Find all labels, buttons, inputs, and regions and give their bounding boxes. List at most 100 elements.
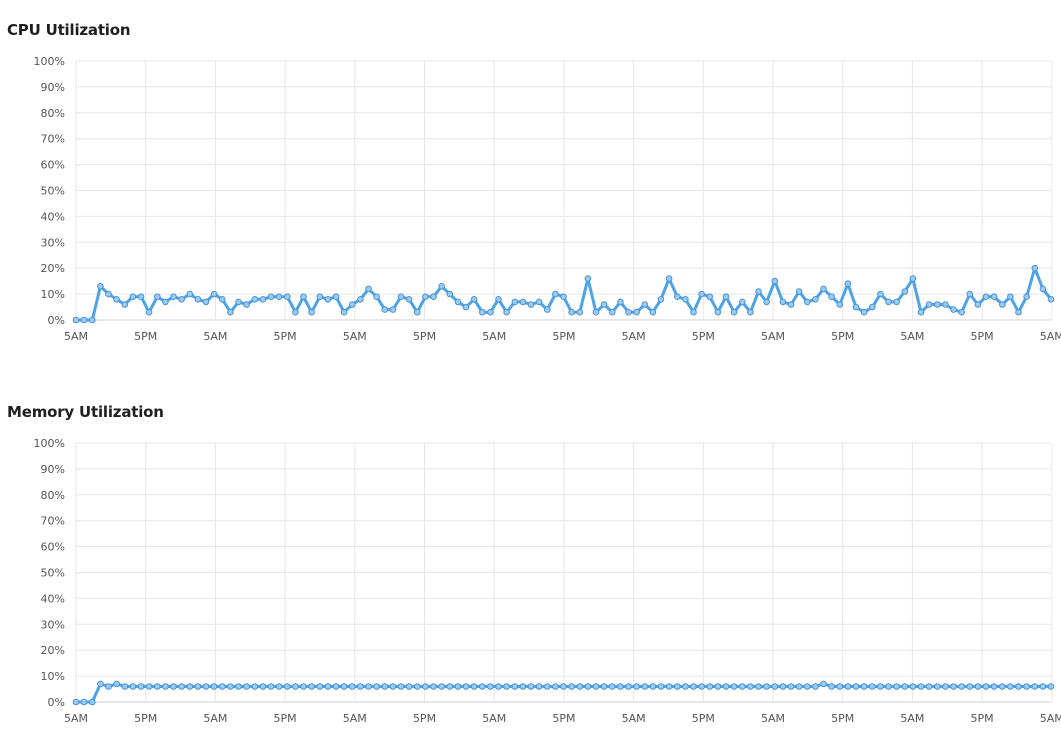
memory-data-point[interactable] <box>682 683 689 690</box>
cpu-data-point[interactable] <box>779 298 787 306</box>
memory-data-point[interactable] <box>649 683 657 690</box>
cpu-data-point[interactable] <box>917 308 925 316</box>
memory-data-point[interactable] <box>812 683 819 690</box>
cpu-data-point[interactable] <box>690 308 697 316</box>
cpu-data-point[interactable] <box>72 316 80 324</box>
cpu-data-point[interactable] <box>568 308 575 316</box>
memory-data-point[interactable] <box>755 683 762 690</box>
memory-data-point[interactable] <box>950 683 957 690</box>
cpu-data-point[interactable] <box>332 293 340 301</box>
cpu-data-point[interactable] <box>893 298 900 306</box>
cpu-data-point[interactable] <box>722 293 730 301</box>
memory-data-point[interactable] <box>381 683 389 690</box>
memory-data-point[interactable] <box>844 683 852 690</box>
memory-data-point[interactable] <box>860 683 868 690</box>
memory-data-point[interactable] <box>739 683 746 690</box>
cpu-data-point[interactable] <box>771 277 779 285</box>
cpu-data-point[interactable] <box>909 275 917 282</box>
cpu-data-point[interactable] <box>202 298 210 306</box>
memory-data-point[interactable] <box>251 683 259 690</box>
memory-data-point[interactable] <box>243 683 250 690</box>
memory-data-point[interactable] <box>966 683 974 690</box>
cpu-data-point[interactable] <box>576 308 584 316</box>
memory-data-point[interactable] <box>219 683 226 690</box>
cpu-data-point[interactable] <box>698 290 705 298</box>
cpu-data-point[interactable] <box>747 308 754 316</box>
cpu-data-point[interactable] <box>552 290 559 298</box>
cpu-data-point[interactable] <box>162 298 169 306</box>
memory-data-point[interactable] <box>690 683 697 690</box>
memory-data-point[interactable] <box>129 683 137 690</box>
cpu-data-point[interactable] <box>389 306 397 313</box>
memory-data-point[interactable] <box>365 683 372 690</box>
memory-data-point[interactable] <box>779 683 787 690</box>
cpu-data-point[interactable] <box>860 308 868 316</box>
memory-data-point[interactable] <box>511 683 519 690</box>
memory-data-point[interactable] <box>1015 683 1022 690</box>
cpu-data-point[interactable] <box>145 308 153 316</box>
cpu-data-point[interactable] <box>649 308 657 316</box>
cpu-data-point[interactable] <box>381 306 389 313</box>
cpu-data-point[interactable] <box>357 296 364 303</box>
memory-data-point[interactable] <box>942 683 949 690</box>
memory-data-point[interactable] <box>202 683 210 690</box>
memory-data-point[interactable] <box>869 683 876 690</box>
cpu-data-point[interactable] <box>446 290 454 298</box>
memory-data-point[interactable] <box>235 683 242 690</box>
memory-data-point[interactable] <box>1039 683 1047 690</box>
memory-data-point[interactable] <box>259 683 267 690</box>
memory-data-point[interactable] <box>340 683 348 690</box>
cpu-data-point[interactable] <box>925 301 933 308</box>
cpu-data-point[interactable] <box>194 296 202 303</box>
cpu-data-point[interactable] <box>349 301 356 308</box>
memory-data-point[interactable] <box>519 683 527 690</box>
memory-data-point[interactable] <box>665 683 673 690</box>
cpu-data-point[interactable] <box>284 293 291 301</box>
memory-data-point[interactable] <box>544 683 551 690</box>
cpu-data-point[interactable] <box>235 298 242 306</box>
memory-data-point[interactable] <box>430 683 437 690</box>
memory-data-point[interactable] <box>405 683 413 690</box>
cpu-data-point[interactable] <box>316 293 324 301</box>
memory-data-point[interactable] <box>901 683 909 690</box>
memory-data-point[interactable] <box>600 683 608 690</box>
memory-data-point[interactable] <box>316 683 324 690</box>
cpu-data-point[interactable] <box>397 293 405 301</box>
cpu-data-point[interactable] <box>259 296 267 303</box>
memory-data-point[interactable] <box>414 683 421 690</box>
cpu-data-point[interactable] <box>828 293 835 301</box>
cpu-data-point[interactable] <box>495 296 502 303</box>
memory-data-point[interactable] <box>1023 683 1030 690</box>
cpu-data-point[interactable] <box>787 301 795 308</box>
cpu-data-point[interactable] <box>609 308 616 316</box>
cpu-data-point[interactable] <box>80 316 88 324</box>
memory-data-point[interactable] <box>72 698 80 706</box>
cpu-data-point[interactable] <box>901 288 909 295</box>
memory-data-point[interactable] <box>527 683 535 690</box>
memory-data-point[interactable] <box>625 683 632 690</box>
memory-data-point[interactable] <box>503 683 510 690</box>
memory-data-point[interactable] <box>357 683 364 690</box>
memory-data-point[interactable] <box>657 683 665 690</box>
cpu-data-point[interactable] <box>1015 308 1022 316</box>
cpu-data-point[interactable] <box>219 296 226 303</box>
memory-data-point[interactable] <box>925 683 933 690</box>
memory-data-point[interactable] <box>609 683 616 690</box>
cpu-data-point[interactable] <box>739 298 746 306</box>
memory-data-point[interactable] <box>795 683 803 690</box>
cpu-data-point[interactable] <box>373 293 380 301</box>
memory-data-point[interactable] <box>80 698 88 706</box>
cpu-data-point[interactable] <box>414 308 421 316</box>
cpu-data-point[interactable] <box>592 308 600 316</box>
memory-data-point[interactable] <box>97 680 104 688</box>
cpu-data-point[interactable] <box>487 308 494 316</box>
memory-data-point[interactable] <box>479 683 486 690</box>
cpu-data-point[interactable] <box>974 301 982 308</box>
memory-data-point[interactable] <box>674 683 681 690</box>
cpu-data-point[interactable] <box>958 308 965 316</box>
memory-data-point[interactable] <box>275 683 283 690</box>
memory-data-point[interactable] <box>974 683 982 690</box>
memory-data-point[interactable] <box>893 683 900 690</box>
memory-data-point[interactable] <box>300 683 307 690</box>
cpu-data-point[interactable] <box>820 285 827 293</box>
